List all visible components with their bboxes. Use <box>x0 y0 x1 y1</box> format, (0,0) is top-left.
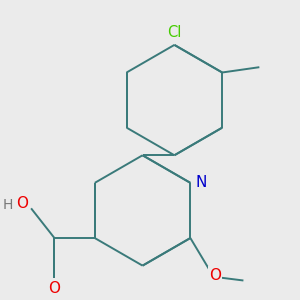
Text: H: H <box>3 198 13 212</box>
Text: O: O <box>49 281 61 296</box>
Text: Cl: Cl <box>167 25 182 40</box>
Text: O: O <box>16 196 28 211</box>
Text: N: N <box>195 176 207 190</box>
Text: O: O <box>209 268 221 283</box>
